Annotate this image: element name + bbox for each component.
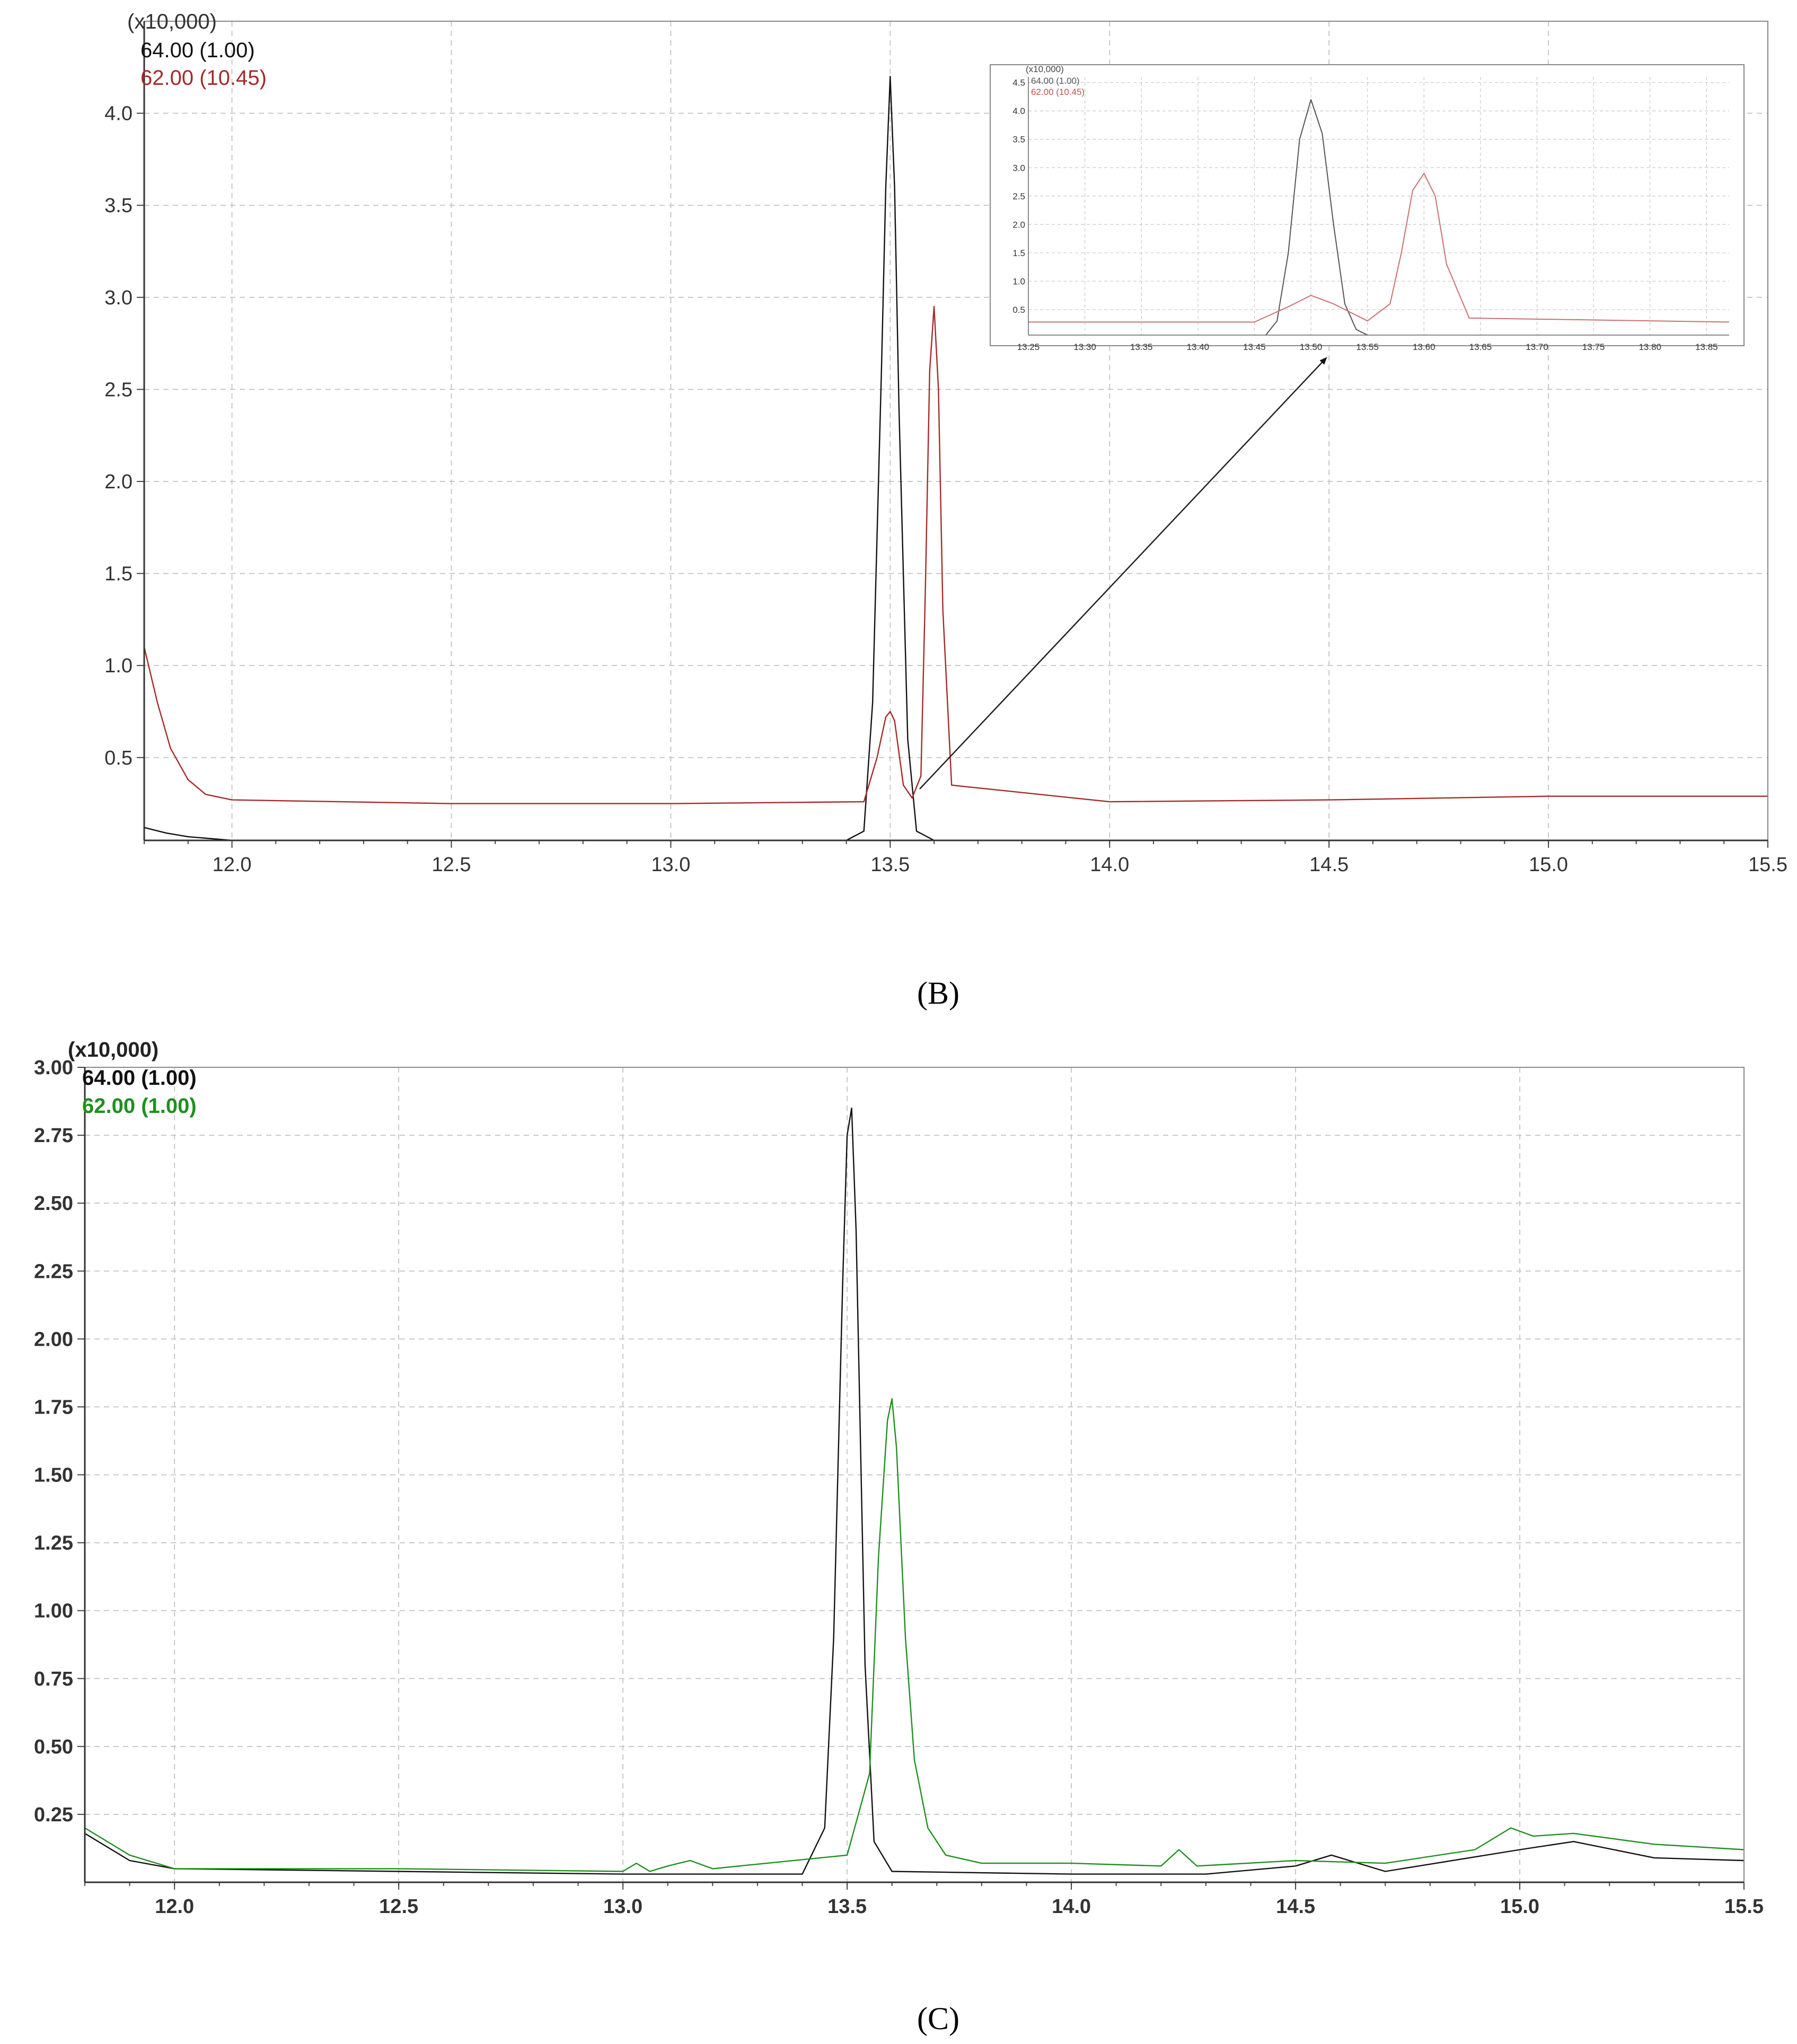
chart-b-ytick-label: 1.5 bbox=[104, 563, 133, 585]
chart-c-trace-2 bbox=[84, 1398, 1745, 1872]
chart-b-inset-xtick-label: 13.50 bbox=[1300, 342, 1323, 352]
chart-c-ytick-label: 2.75 bbox=[34, 1125, 73, 1147]
chart-b-ytick-label: 4.0 bbox=[104, 103, 133, 125]
chart-b-inset-ticks: 13.25 13.30 13.35 13.40 13.45 13.50 13.55 13.60… bbox=[1012, 78, 1717, 352]
chart-b-inset-ytick-label: 4.5 bbox=[1012, 78, 1025, 88]
chart-b-inset-ytick-label: 1.5 bbox=[1012, 248, 1025, 258]
chart-b-inset-xtick-label: 13.40 bbox=[1187, 342, 1210, 352]
chart-c-panel-label: (C) bbox=[917, 2001, 959, 2036]
chart-c-ytick-label: 1.00 bbox=[34, 1600, 73, 1622]
chart-b-inset-ytick-label: 2.5 bbox=[1012, 191, 1025, 201]
chart-b-inset-xtick-label: 13.60 bbox=[1413, 342, 1435, 352]
chart-c-xtick-label: 14.5 bbox=[1276, 1896, 1315, 1918]
chart-c-xtick-label: 12.5 bbox=[379, 1896, 418, 1918]
chart-b-inset-ytick-label: 2.0 bbox=[1012, 220, 1025, 230]
chart-b-yscale-label: (x10,000) bbox=[127, 10, 217, 33]
chart-b-xtick-label: 14.0 bbox=[1090, 854, 1129, 876]
chart-b-xtick-label: 13.0 bbox=[651, 854, 690, 876]
chart-b-ticks: 12.0 12.5 13.0 13.5 14.0 14.5 15.0 15.5 0.5 1.0 1.… bbox=[104, 103, 1787, 876]
chart-c-ytick-label: 0.75 bbox=[34, 1668, 73, 1690]
chart-b-ytick-label: 2.0 bbox=[104, 471, 133, 493]
chart-b-inset-legend-series-2: 62.00 (10.45) bbox=[1031, 87, 1085, 97]
chart-b-inset-xtick-label: 13.65 bbox=[1469, 342, 1492, 352]
chart-c-axes bbox=[77, 1067, 1745, 1890]
chart-b-ytick-label: 1.0 bbox=[104, 655, 133, 677]
chart-b-inset-xtick-label: 13.70 bbox=[1526, 342, 1548, 352]
chart-c-ytick-label: 0.50 bbox=[34, 1736, 73, 1758]
chart-b-xtick-label: 12.5 bbox=[432, 854, 471, 876]
chart-b-inset-ytick-label: 3.0 bbox=[1012, 163, 1025, 173]
chart-b-ytick-label: 3.5 bbox=[104, 195, 133, 217]
chart-b-inset-xtick-label: 13.75 bbox=[1582, 342, 1605, 352]
chart-b-trace-2 bbox=[143, 305, 1768, 804]
chart-b-inset-ytick-label: 1.0 bbox=[1012, 276, 1025, 286]
chart-c-ticks: 12.0 12.5 13.0 13.5 14.0 14.5 15.0 15.5 0.25 0.50… bbox=[34, 1057, 1764, 1918]
chart-b-inset-ytick-label: 3.5 bbox=[1012, 135, 1025, 145]
chart-b-inset-trace-2 bbox=[1028, 173, 1730, 323]
chart-c-ytick-label: 0.25 bbox=[34, 1804, 73, 1826]
chart-c-xtick-label: 15.0 bbox=[1500, 1896, 1539, 1918]
chart-b-inset-axes bbox=[1028, 77, 1729, 336]
chart-c-ytick-label: 3.00 bbox=[34, 1057, 73, 1079]
chart-b-ytick-label: 2.5 bbox=[104, 379, 133, 401]
chart-b-legend-series-2: 62.00 (10.45) bbox=[140, 66, 267, 90]
chart-c-ytick-label: 1.25 bbox=[34, 1532, 73, 1555]
chart-b-inset-trace-1 bbox=[1265, 99, 1368, 336]
chart-c-yscale-label: (x10,000) bbox=[68, 1038, 158, 1062]
chart-c-xtick-label: 15.5 bbox=[1724, 1896, 1764, 1918]
chart-b-inset-xtick-label: 13.80 bbox=[1639, 342, 1661, 352]
chart-b-axes bbox=[137, 21, 1768, 848]
chart-c: 12.0 12.5 13.0 13.5 14.0 14.5 15.0 15.5 0.25 0.50… bbox=[34, 1038, 1764, 2036]
chart-c-legend-series-1: 64.00 (1.00) bbox=[82, 1066, 197, 1090]
chart-c-ytick-label: 2.00 bbox=[34, 1328, 73, 1350]
chart-b-annotation-arrow bbox=[919, 357, 1327, 789]
chart-b-xtick-label: 15.0 bbox=[1529, 854, 1568, 876]
chart-b-inset-xtick-label: 13.30 bbox=[1073, 342, 1096, 352]
chart-c-xtick-label: 13.5 bbox=[827, 1896, 867, 1918]
chart-b-trace-1 bbox=[144, 76, 935, 841]
chart-c-ytick-label: 1.50 bbox=[34, 1464, 73, 1487]
chart-b-xtick-label: 14.5 bbox=[1309, 854, 1349, 876]
chart-b-inset-xtick-label: 13.35 bbox=[1130, 342, 1153, 352]
chart-b-inset-xtick-label: 13.85 bbox=[1695, 342, 1718, 352]
chart-b-inset-xtick-label: 13.25 bbox=[1017, 342, 1040, 352]
chart-c-xtick-label: 14.0 bbox=[1052, 1896, 1091, 1918]
chart-c-ytick-label: 2.25 bbox=[34, 1260, 73, 1283]
chart-b-inset-yscale-label: (x10,000) bbox=[1026, 64, 1064, 74]
chart-b-xtick-label: 15.5 bbox=[1748, 854, 1787, 876]
chart-b-inset: 13.25 13.30 13.35 13.40 13.45 13.50 13.55 13.60… bbox=[990, 64, 1745, 352]
chart-c-xtick-label: 13.0 bbox=[603, 1896, 642, 1918]
chart-b-xtick-label: 13.5 bbox=[870, 854, 910, 876]
chart-c-trace-1 bbox=[84, 1107, 1745, 1875]
chart-b-inset-ytick-label: 0.5 bbox=[1012, 305, 1025, 315]
chart-b: 12.0 12.5 13.0 13.5 14.0 14.5 15.0 15.5 0.5 1.0 1.… bbox=[104, 10, 1787, 1011]
chart-c-traces bbox=[84, 1107, 1745, 1875]
chart-b-inset-ytick-label: 4.0 bbox=[1012, 106, 1025, 116]
chart-c-xtick-label: 12.0 bbox=[155, 1896, 194, 1918]
chart-b-inset-traces bbox=[1028, 99, 1730, 336]
chart-b-ytick-label: 0.5 bbox=[104, 747, 133, 769]
chart-c-ytick-label: 1.75 bbox=[34, 1396, 73, 1418]
chart-b-inset-xtick-label: 13.45 bbox=[1243, 342, 1266, 352]
chart-c-ytick-label: 2.50 bbox=[34, 1192, 73, 1215]
chart-c-legend-series-2: 62.00 (1.00) bbox=[82, 1094, 197, 1118]
chart-b-panel-label: (B) bbox=[917, 976, 959, 1011]
chart-b-inset-legend-series-1: 64.00 (1.00) bbox=[1031, 76, 1080, 86]
chart-b-inset-xtick-label: 13.55 bbox=[1356, 342, 1379, 352]
chart-b-ytick-label: 3.0 bbox=[104, 287, 133, 309]
chart-b-xtick-label: 12.0 bbox=[213, 854, 252, 876]
chart-b-inset-frame bbox=[990, 64, 1745, 346]
chart-b-legend-series-1: 64.00 (1.00) bbox=[140, 39, 255, 62]
